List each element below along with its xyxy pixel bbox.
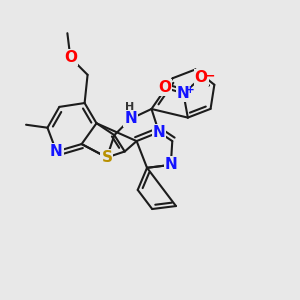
Text: O: O: [64, 50, 77, 65]
Text: +: +: [185, 85, 194, 95]
Text: H: H: [124, 102, 134, 112]
Text: N: N: [152, 125, 165, 140]
Text: N: N: [124, 111, 137, 126]
Text: S: S: [101, 150, 112, 165]
Text: N: N: [164, 158, 177, 172]
Text: O: O: [195, 70, 208, 85]
Text: −: −: [204, 70, 215, 83]
Text: N: N: [177, 86, 190, 101]
Text: N: N: [50, 144, 63, 159]
Text: O: O: [158, 80, 171, 95]
